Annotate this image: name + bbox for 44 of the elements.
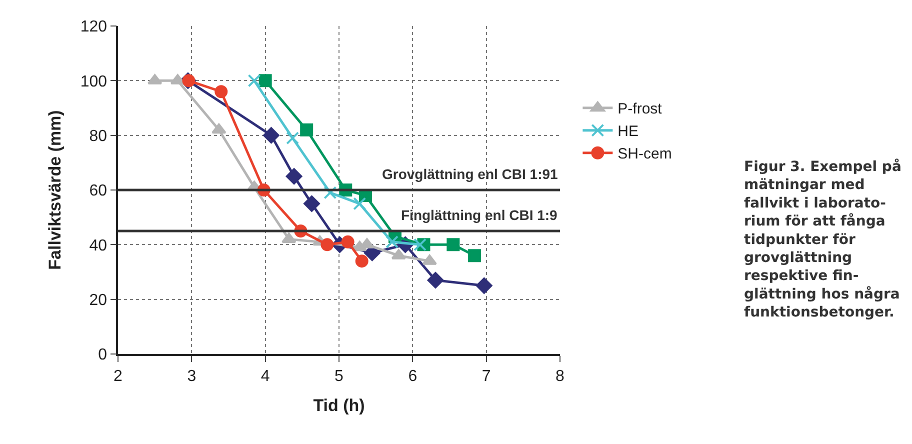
- y-tick-label: 60: [89, 182, 108, 200]
- point: [355, 254, 368, 268]
- x-tick-label: 8: [556, 368, 565, 385]
- y-tick-label: 80: [89, 128, 108, 145]
- x-tick-label: 4: [260, 368, 270, 385]
- legend-label: SH-cem: [618, 146, 672, 163]
- point: [286, 132, 300, 145]
- point: [282, 232, 296, 243]
- point: [324, 186, 337, 200]
- y-tick-label: 20: [89, 292, 108, 309]
- point: [422, 254, 437, 265]
- point: [263, 127, 280, 144]
- x-tick-label: 3: [187, 368, 196, 385]
- y-tick-label: 40: [89, 237, 108, 254]
- point: [248, 74, 261, 88]
- text: Figur 3. Exempel på mätningar med fallvikt i laborato- rium för att fånga tidpunkter för grovglättning respektive fin- glättning hos några funktionsbetonger.: [744, 159, 902, 321]
- point: [427, 272, 444, 288]
- y-tick-label: 120: [80, 18, 108, 36]
- annotation: Finglättning enl CBI 1:9: [401, 207, 558, 223]
- y-tick-label: 100: [80, 73, 108, 90]
- y-tick-label: 0: [98, 346, 108, 364]
- point: [446, 238, 460, 252]
- point: [304, 196, 320, 212]
- point: [386, 235, 399, 248]
- annotation: Grovglättning enl CBI 1:91: [382, 166, 558, 182]
- point: [468, 249, 482, 262]
- point: [320, 238, 334, 252]
- y-axis-title: Fallviktsvärde (mm): [45, 110, 64, 270]
- x-tick-label: 7: [482, 368, 491, 385]
- point: [286, 168, 302, 184]
- legend-label: P-frost: [618, 100, 663, 118]
- point: [212, 123, 226, 134]
- x-axis-title: Tid (h): [313, 396, 365, 415]
- point: [353, 197, 366, 210]
- x-tick-label: 5: [334, 368, 344, 385]
- point: [476, 278, 492, 294]
- point: [214, 85, 228, 98]
- point: [414, 238, 427, 252]
- legend-label: HE: [618, 123, 639, 140]
- point: [300, 123, 314, 136]
- point: [341, 235, 354, 248]
- point: [258, 74, 272, 88]
- x-tick-label: 6: [408, 368, 418, 385]
- x-tick-label: 2: [114, 368, 123, 385]
